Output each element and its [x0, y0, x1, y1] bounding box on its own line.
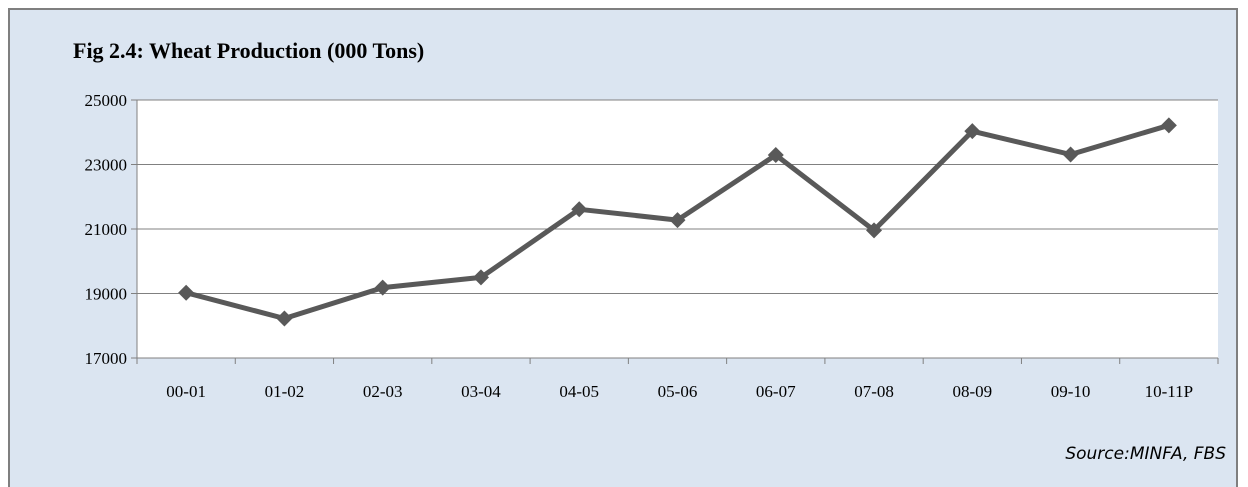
- data-point: [1062, 146, 1079, 163]
- series-group: [178, 117, 1177, 327]
- data-point: [964, 123, 981, 140]
- data-point: [472, 269, 489, 286]
- x-tick-label: 10-11P: [1145, 382, 1194, 401]
- x-tick-label: 09-10: [1051, 382, 1091, 401]
- data-point: [669, 212, 686, 229]
- y-tick-label: 19000: [85, 285, 128, 304]
- x-axis-ticks: 00-01 01-02 02-03 03-04 04-05 05-06 06-07 07-08…: [136, 358, 1219, 401]
- y-tick-label: 17000: [85, 349, 128, 368]
- gridlines: [137, 99, 1218, 294]
- x-tick-label: 08-09: [952, 382, 992, 401]
- x-tick-label: 07-08: [854, 382, 894, 401]
- x-tick-label: 01-02: [265, 382, 305, 401]
- x-tick-label: 02-03: [363, 382, 403, 401]
- data-point: [571, 201, 588, 218]
- data-point: [374, 279, 391, 296]
- data-point: [178, 284, 195, 301]
- data-point: [866, 222, 883, 239]
- x-tick-label: 03-04: [461, 382, 501, 401]
- x-tick-label: 00-01: [166, 382, 206, 401]
- data-point: [276, 310, 293, 327]
- chart-title: Fig 2.4: Wheat Production (000 Tons): [73, 38, 425, 63]
- data-point: [767, 146, 784, 163]
- data-point: [1160, 117, 1177, 134]
- y-tick-label: 23000: [85, 156, 128, 175]
- source-note: Source:MINFA, FBS: [1065, 444, 1226, 464]
- x-tick-label: 04-05: [559, 382, 599, 401]
- x-tick-label: 06-07: [756, 382, 796, 401]
- y-axis-ticks: 17000 19000 21000 23000 25000: [85, 91, 137, 368]
- x-tick-label: 05-06: [658, 382, 698, 401]
- y-tick-label: 21000: [85, 220, 128, 239]
- y-tick-label: 25000: [85, 91, 128, 110]
